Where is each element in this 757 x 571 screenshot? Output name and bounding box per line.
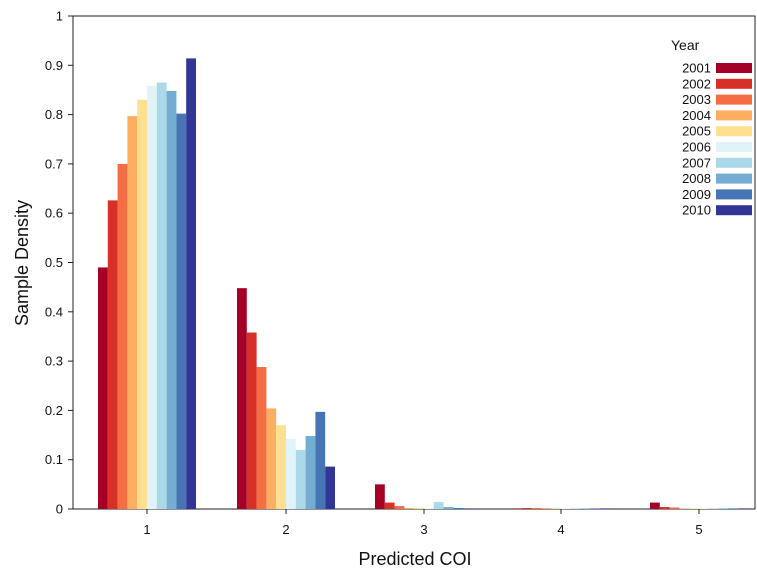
- legend-swatch-2006: [716, 142, 752, 152]
- legend-label-2001: 2001: [682, 61, 711, 76]
- bar-2001-coi-2: [237, 288, 247, 509]
- bar-2010-coi-2: [325, 466, 335, 509]
- bar-2008-coi-4: [580, 508, 591, 509]
- x-axis-title: Predicted COI: [358, 549, 471, 569]
- bar-2007-coi-4: [570, 508, 581, 509]
- y-tick-label: 1: [56, 9, 63, 24]
- x-tick-label: 1: [143, 522, 150, 537]
- legend-swatch-2007: [716, 157, 752, 168]
- legend-label-2008: 2008: [682, 171, 711, 186]
- legend-title: Year: [671, 37, 700, 53]
- bar-2006-coi-4: [561, 508, 571, 509]
- y-tick-label: 0: [56, 502, 63, 517]
- legend-label-2004: 2004: [682, 108, 711, 123]
- legend-swatch-2003: [716, 94, 752, 105]
- bar-2007-coi-1: [156, 82, 167, 509]
- legend-swatch-2001: [716, 63, 752, 73]
- bar-2003-coi-2: [256, 367, 267, 509]
- legend-label-2009: 2009: [682, 187, 711, 202]
- legend-label-2003: 2003: [682, 92, 711, 107]
- y-tick-label: 0.7: [45, 156, 63, 171]
- y-tick-label: 0.9: [45, 58, 63, 73]
- legend-swatch-2002: [716, 78, 752, 89]
- legend-label-2010: 2010: [682, 203, 711, 218]
- bar-2004-coi-2: [266, 408, 277, 509]
- bars: [98, 58, 748, 510]
- bar-2003-coi-5: [669, 507, 680, 509]
- bar-2009-coi-1: [176, 113, 187, 510]
- y-tick-label: 0.3: [45, 354, 63, 369]
- bar-2004-coi-5: [679, 508, 690, 509]
- x-tick-label: 2: [282, 522, 289, 537]
- bar-2002-coi-3: [384, 502, 395, 509]
- bar-2008-coi-1: [166, 90, 177, 509]
- bar-2001-coi-5: [650, 502, 660, 509]
- bar-2005-coi-1: [137, 99, 147, 509]
- bar-2010-coi-5: [738, 508, 748, 509]
- bar-2009-coi-2: [315, 411, 326, 509]
- bar-2007-coi-2: [295, 449, 306, 509]
- bar-2004-coi-1: [127, 116, 138, 509]
- bar-2008-coi-5: [718, 508, 729, 509]
- x-tick-label: 3: [420, 522, 427, 537]
- legend-label-2005: 2005: [682, 124, 711, 139]
- bar-2002-coi-1: [107, 200, 118, 509]
- bar-2008-coi-3: [443, 507, 454, 509]
- legend-swatch-2005: [716, 126, 752, 137]
- legend-label-2002: 2002: [682, 76, 711, 91]
- bar-2002-coi-4: [521, 508, 532, 509]
- x-tick-label: 4: [557, 522, 564, 537]
- bar-2003-coi-4: [531, 508, 542, 509]
- y-tick-label: 0.6: [45, 206, 63, 221]
- bar-2006-coi-5: [699, 508, 709, 509]
- bar-2001-coi-1: [98, 267, 108, 509]
- bar-2004-coi-3: [404, 508, 415, 509]
- legend-swatch-2008: [716, 173, 752, 184]
- bar-2010-coi-1: [186, 58, 196, 510]
- y-axis-title: Sample Density: [12, 200, 32, 326]
- bar-2003-coi-1: [117, 163, 128, 509]
- legend-swatch-2009: [716, 189, 752, 200]
- bar-2009-coi-5: [728, 508, 739, 509]
- bar-2005-coi-2: [276, 425, 286, 509]
- bar-2006-coi-3: [424, 508, 434, 509]
- y-tick-label: 0.5: [45, 255, 63, 270]
- bar-2005-coi-4: [551, 508, 561, 509]
- bar-2002-coi-2: [246, 332, 257, 509]
- y-tick-label: 0.8: [45, 107, 63, 122]
- bar-2010-coi-3: [463, 508, 473, 509]
- bar-2007-coi-5: [708, 508, 719, 509]
- y-tick-label: 0.4: [45, 304, 63, 319]
- bar-2002-coi-5: [659, 507, 670, 509]
- bar-2009-coi-3: [453, 508, 464, 509]
- y-tick-label: 0.1: [45, 452, 63, 467]
- y-tick-label: 0.2: [45, 403, 63, 418]
- bar-2001-coi-4: [512, 508, 522, 509]
- ticks: 0 0.1 0.2 0.3 0.4 0.5 0.6 0.7 0.8 0.9 1 1 2 3 4 5: [45, 9, 703, 538]
- bar-2008-coi-2: [305, 436, 316, 509]
- bar-2007-coi-3: [433, 502, 444, 509]
- bar-2006-coi-1: [147, 86, 157, 509]
- bar-2006-coi-2: [286, 438, 296, 509]
- legend-swatch-2004: [716, 110, 752, 121]
- x-tick-label: 5: [695, 522, 702, 537]
- legend: Year 20012002200320042005200620072008200…: [671, 37, 752, 218]
- bar-2010-coi-4: [600, 508, 610, 509]
- bar-2005-coi-3: [414, 508, 424, 509]
- legend-label-2006: 2006: [682, 140, 711, 155]
- legend-label-2007: 2007: [682, 155, 711, 170]
- legend-swatch-2010: [716, 205, 752, 216]
- bar-2003-coi-3: [394, 506, 405, 509]
- bar-2009-coi-4: [590, 508, 601, 509]
- bar-2004-coi-4: [541, 508, 552, 509]
- bar-2005-coi-5: [689, 508, 699, 509]
- bar-2001-coi-3: [375, 484, 385, 509]
